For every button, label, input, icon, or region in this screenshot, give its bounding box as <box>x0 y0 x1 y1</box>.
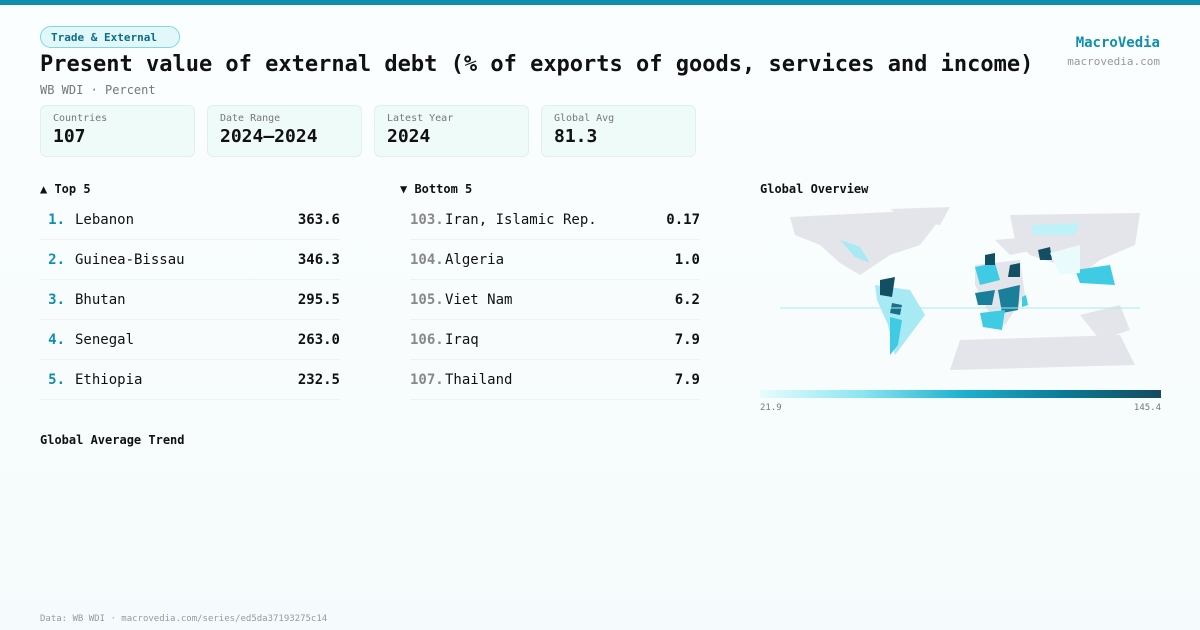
color-scale-legend <box>760 390 1161 398</box>
bottom-5-list: 103. Iran, Islamic Rep. 0.17 104. Algeria 1.… <box>410 200 700 400</box>
rank: 5. <box>48 371 65 388</box>
brand-url[interactable]: macrovedia.com <box>1067 55 1160 68</box>
value: 363.6 <box>297 211 340 228</box>
rank: 104. <box>410 251 444 268</box>
top-accent-bar <box>0 0 1200 5</box>
choropleth-regions <box>840 223 1115 355</box>
rank: 105. <box>410 291 444 308</box>
country-name: Bhutan <box>75 291 126 308</box>
legend-max: 145.4 <box>1133 403 1161 413</box>
rank: 4. <box>48 331 65 348</box>
value: 7.9 <box>674 331 700 348</box>
country-name: Iraq <box>445 331 479 348</box>
list-item[interactable]: 2. Guinea-Bissau 346.3 <box>40 240 340 280</box>
value: 1.0 <box>674 251 700 268</box>
value: 7.9 <box>674 371 700 388</box>
legend-min: 21.9 <box>760 403 782 413</box>
value: 6.2 <box>674 291 700 308</box>
country-name: Algeria <box>445 251 505 268</box>
country-name: Ethiopia <box>75 371 143 388</box>
list-item[interactable]: 4. Senegal 263.0 <box>40 320 340 360</box>
list-item[interactable]: 107. Thailand 7.9 <box>410 360 700 400</box>
stat-date-range: Date Range 2024–2024 <box>207 105 362 157</box>
rank: 106. <box>410 331 444 348</box>
stat-value: 107 <box>53 126 86 147</box>
country-name: Lebanon <box>75 211 135 228</box>
rank: 3. <box>48 291 65 308</box>
value: 295.5 <box>297 291 340 308</box>
stat-countries: Countries 107 <box>40 105 195 157</box>
trend-heading: Global Average Trend <box>40 433 185 447</box>
country-name: Guinea-Bissau <box>75 251 185 268</box>
country-name: Iran, Islamic Rep. <box>445 211 597 228</box>
list-item[interactable]: 3. Bhutan 295.5 <box>40 280 340 320</box>
top-5-list: 1. Lebanon 363.6 2. Guinea-Bissau 346.3 3. Bh… <box>40 200 340 400</box>
category-badge[interactable]: Trade & External <box>40 26 180 48</box>
rank: 1. <box>48 211 65 228</box>
value: 0.17 <box>666 211 700 228</box>
list-item[interactable]: 5. Ethiopia 232.5 <box>40 360 340 400</box>
list-item[interactable]: 104. Algeria 1.0 <box>410 240 700 280</box>
country-name: Senegal <box>75 331 135 348</box>
stat-label: Global Avg <box>554 113 615 124</box>
value: 263.0 <box>297 331 340 348</box>
stat-latest-year: Latest Year 2024 <box>374 105 529 157</box>
rank: 103. <box>410 211 444 228</box>
brand-logo[interactable]: MacroVedia <box>1075 35 1160 51</box>
footer-source: Data: WB WDI · macrovedia.com/series/ed5… <box>40 614 328 624</box>
stat-value: 2024–2024 <box>220 126 318 147</box>
page-title: Present value of external debt (% of exp… <box>40 52 1034 77</box>
rank: 2. <box>48 251 65 268</box>
page-subtitle: WB WDI · Percent <box>40 83 156 97</box>
value: 346.3 <box>297 251 340 268</box>
value: 232.5 <box>297 371 340 388</box>
top-5-heading: ▲ Top 5 <box>40 182 91 196</box>
list-item[interactable]: 1. Lebanon 363.6 <box>40 200 340 240</box>
map-heading: Global Overview <box>760 182 869 196</box>
stat-label: Countries <box>53 113 108 124</box>
list-item[interactable]: 106. Iraq 7.9 <box>410 320 700 360</box>
stat-value: 81.3 <box>554 126 598 147</box>
land-masses <box>790 207 1140 370</box>
stat-label: Latest Year <box>387 113 454 124</box>
country-name: Viet Nam <box>445 291 513 308</box>
stat-value: 2024 <box>387 126 431 147</box>
world-map[interactable] <box>780 205 1140 380</box>
rank: 107. <box>410 371 444 388</box>
list-item[interactable]: 103. Iran, Islamic Rep. 0.17 <box>410 200 700 240</box>
list-item[interactable]: 105. Viet Nam 6.2 <box>410 280 700 320</box>
country-name: Thailand <box>445 371 513 388</box>
bottom-5-heading: ▼ Bottom 5 <box>400 182 473 196</box>
stat-global-avg: Global Avg 81.3 <box>541 105 696 157</box>
stat-label: Date Range <box>220 113 281 124</box>
